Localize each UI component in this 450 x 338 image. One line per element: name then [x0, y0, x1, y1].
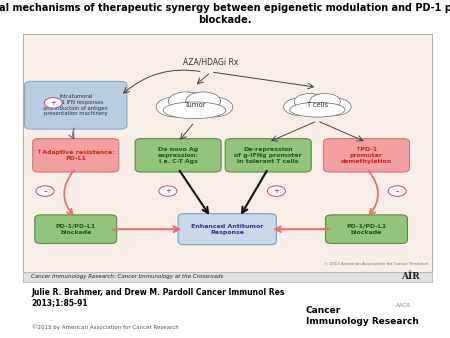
- Text: De novo Ag
expression:
i.e. C-T Ags: De novo Ag expression: i.e. C-T Ags: [158, 147, 198, 164]
- Ellipse shape: [156, 97, 194, 117]
- Text: Intratumoral
type 1 IFN responses
and induction of antigen
presentation machiner: Intratumoral type 1 IFN responses and in…: [43, 94, 108, 117]
- Text: Cancer
Immunology Research: Cancer Immunology Research: [306, 306, 419, 326]
- FancyBboxPatch shape: [135, 139, 221, 172]
- Circle shape: [159, 186, 177, 196]
- Ellipse shape: [163, 102, 226, 119]
- Ellipse shape: [168, 92, 203, 110]
- Text: +: +: [274, 188, 279, 194]
- Ellipse shape: [317, 98, 351, 116]
- Text: AÎR: AÎR: [401, 272, 420, 281]
- Circle shape: [44, 98, 62, 108]
- Text: PD-1/PD-L1
blockade: PD-1/PD-L1 blockade: [346, 224, 387, 235]
- Text: Tumor: Tumor: [184, 102, 205, 108]
- Text: Cancer Immunology Research: Cancer Immunology at the Crossroads: Cancer Immunology Research: Cancer Immun…: [31, 274, 223, 279]
- FancyBboxPatch shape: [35, 215, 117, 243]
- Text: ©2013 by American Association for Cancer Research: ©2013 by American Association for Cancer…: [32, 324, 178, 330]
- FancyBboxPatch shape: [33, 139, 119, 172]
- FancyBboxPatch shape: [324, 139, 410, 172]
- FancyBboxPatch shape: [225, 139, 311, 172]
- Circle shape: [267, 186, 285, 196]
- Text: Enhanced Antitumor
Response: Enhanced Antitumor Response: [191, 224, 263, 235]
- FancyBboxPatch shape: [25, 81, 127, 129]
- Circle shape: [388, 186, 406, 196]
- Text: –: –: [43, 188, 47, 194]
- FancyBboxPatch shape: [325, 215, 407, 243]
- Text: PD-1/PD-L1
blockade: PD-1/PD-L1 blockade: [56, 224, 96, 235]
- Ellipse shape: [170, 93, 219, 118]
- Ellipse shape: [296, 94, 339, 116]
- Text: De-repression
of g-IFNg promoter
in tolerant T cells: De-repression of g-IFNg promoter in tole…: [234, 147, 302, 164]
- Text: ↑Adaptive resistance:
PD-L1: ↑Adaptive resistance: PD-L1: [37, 150, 115, 161]
- FancyBboxPatch shape: [178, 214, 276, 245]
- Text: AACR: AACR: [396, 303, 411, 308]
- Ellipse shape: [194, 97, 233, 117]
- Circle shape: [36, 186, 54, 196]
- Text: +: +: [50, 100, 56, 106]
- Text: © 2013 American Association for Cancer Research: © 2013 American Association for Cancer R…: [324, 262, 428, 266]
- Ellipse shape: [294, 94, 325, 110]
- Text: ↑PD-1
promoter
demethylation: ↑PD-1 promoter demethylation: [341, 147, 392, 164]
- Ellipse shape: [290, 102, 345, 117]
- Text: T cells: T cells: [306, 102, 328, 108]
- Ellipse shape: [186, 92, 220, 110]
- Text: Julie R. Brahmer, and Drew M. Pardoll Cancer Immunol Res
2013;1:85-91: Julie R. Brahmer, and Drew M. Pardoll Ca…: [32, 288, 285, 307]
- Ellipse shape: [284, 98, 317, 116]
- Ellipse shape: [310, 94, 340, 110]
- Text: +: +: [165, 188, 171, 194]
- Text: AZA/HDAGi Rx: AZA/HDAGi Rx: [183, 58, 238, 67]
- Text: –: –: [396, 188, 399, 194]
- Text: Potential mechanisms of therapeutic synergy between epigenetic modulation and PD: Potential mechanisms of therapeutic syne…: [0, 3, 450, 25]
